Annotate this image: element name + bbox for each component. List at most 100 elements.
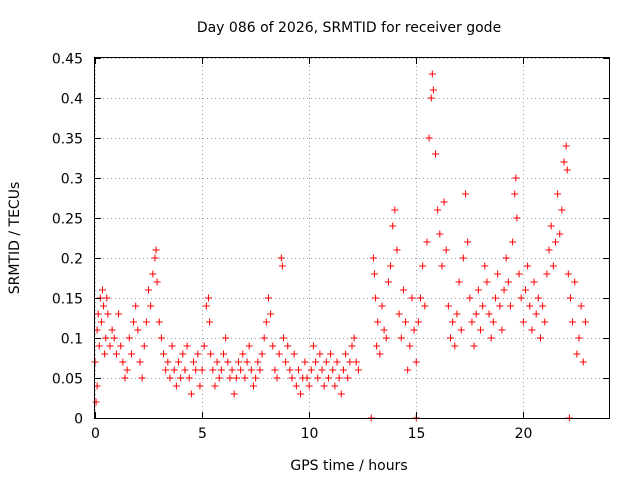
data-point [432, 150, 440, 158]
data-point [152, 246, 160, 254]
data-point [474, 286, 482, 294]
data-point [217, 366, 225, 374]
data-point [487, 334, 495, 342]
data-point [262, 318, 270, 326]
data-point [108, 326, 116, 334]
data-point [98, 286, 106, 294]
data-point [277, 254, 285, 262]
data-point [339, 366, 347, 374]
data-point [92, 398, 100, 406]
data-point [438, 262, 446, 270]
data-point [239, 350, 247, 358]
data-point [166, 374, 174, 382]
data-point [181, 366, 189, 374]
data-point [575, 334, 583, 342]
data-point [190, 358, 198, 366]
data-point [498, 326, 506, 334]
data-point [545, 246, 553, 254]
x-axis-label: GPS time / hours [290, 458, 407, 474]
data-point [577, 302, 585, 310]
data-point [243, 358, 251, 366]
data-point [130, 318, 138, 326]
data-point [106, 342, 114, 350]
x-tick-label: 10 [301, 426, 319, 442]
data-point [258, 350, 266, 358]
x-tick-label: 20 [515, 426, 533, 442]
data-point [428, 70, 436, 78]
data-point [376, 350, 384, 358]
data-point [457, 326, 465, 334]
data-point [581, 318, 589, 326]
data-point [121, 374, 129, 382]
data-point [196, 382, 204, 390]
data-point [194, 350, 202, 358]
data-point [402, 318, 410, 326]
data-point [470, 342, 478, 350]
data-point [245, 342, 253, 350]
data-point [200, 342, 208, 350]
data-point [252, 374, 260, 382]
data-point [479, 302, 487, 310]
data-point [215, 374, 223, 382]
data-point [539, 302, 547, 310]
data-point [372, 294, 380, 302]
data-point [115, 310, 123, 318]
data-point [160, 350, 168, 358]
data-point [232, 374, 240, 382]
data-point [318, 366, 326, 374]
data-point [436, 230, 444, 238]
data-point [286, 366, 294, 374]
data-point [453, 310, 461, 318]
data-point [185, 374, 193, 382]
data-point [547, 222, 555, 230]
data-point [303, 374, 311, 382]
data-point [579, 358, 587, 366]
data-point [147, 302, 155, 310]
data-point [187, 390, 195, 398]
y-tick-label: 0.4 [61, 92, 83, 108]
data-point [391, 206, 399, 214]
data-point [569, 318, 577, 326]
y-tick-label: 0.1 [61, 332, 83, 348]
data-point [155, 318, 163, 326]
data-point [288, 374, 296, 382]
data-point [442, 246, 450, 254]
y-tick-label: 0.2 [61, 252, 83, 268]
data-point [282, 358, 290, 366]
data-point [389, 222, 397, 230]
data-point [560, 158, 568, 166]
data-point [536, 334, 544, 342]
data-point [414, 318, 422, 326]
y-tick-labels: 0 0.05 0.1 0.15 0.2 0.25 0.3 0.35 0.4 0.45 [52, 52, 83, 428]
data-point [370, 270, 378, 278]
data-point [374, 318, 382, 326]
data-point [423, 238, 431, 246]
data-point [220, 350, 227, 358]
data-point [234, 358, 242, 366]
data-point [309, 342, 317, 350]
data-point [247, 366, 255, 374]
data-point [395, 310, 403, 318]
data-point [170, 366, 178, 374]
data-point [138, 374, 146, 382]
data-point [103, 294, 111, 302]
data-point [241, 374, 249, 382]
data-point [329, 366, 337, 374]
y-tick-label: 0.05 [52, 372, 83, 388]
data-point [451, 342, 459, 350]
data-point [297, 390, 305, 398]
data-point [404, 366, 412, 374]
data-point [112, 350, 120, 358]
data-point [399, 286, 407, 294]
data-point [562, 142, 570, 150]
data-point [102, 334, 110, 342]
data-point [211, 382, 219, 390]
data-point [496, 302, 504, 310]
data-point [207, 350, 215, 358]
data-point [213, 358, 221, 366]
data-point [506, 302, 514, 310]
data-point [279, 334, 287, 342]
data-point [275, 350, 283, 358]
data-point [459, 254, 467, 262]
